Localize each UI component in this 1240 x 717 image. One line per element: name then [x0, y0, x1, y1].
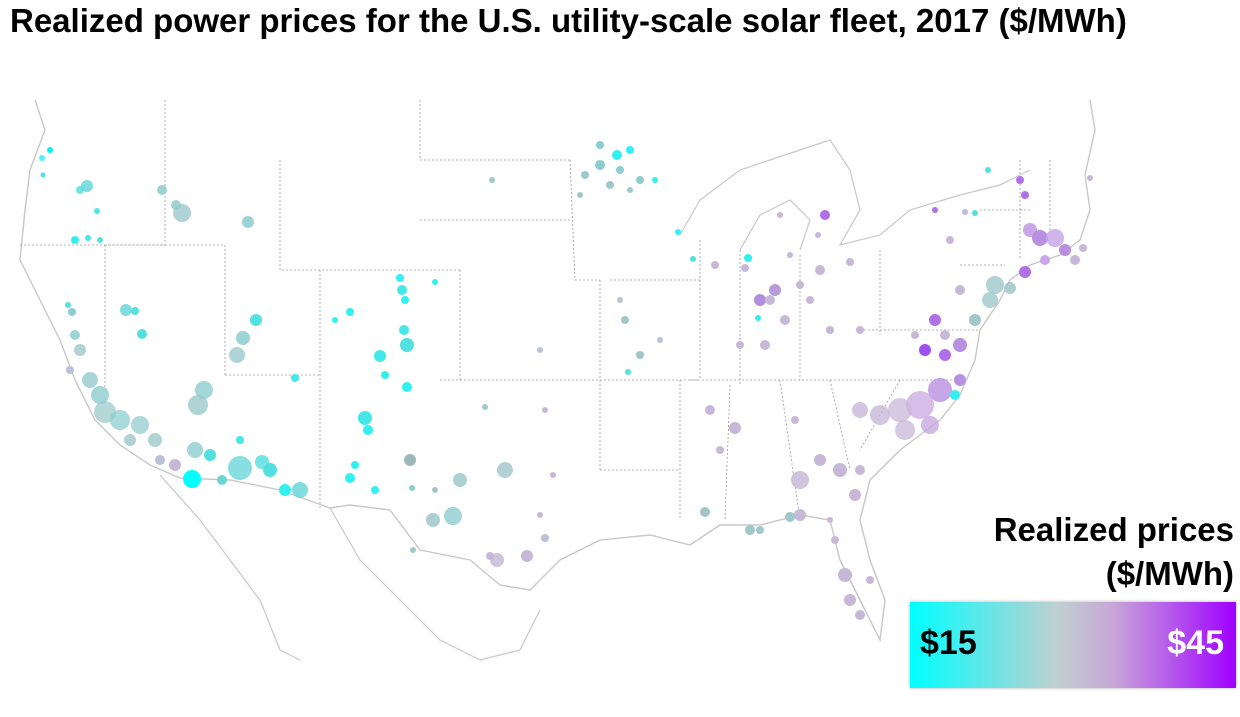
- plant-markers: [39, 141, 1093, 620]
- legend-max-label: $45: [1167, 624, 1224, 662]
- legend-min-label: $15: [920, 624, 977, 662]
- legend-title-line2: ($/MWh): [1105, 555, 1234, 592]
- state-boundaries: [20, 100, 1051, 521]
- us-outline: [19, 99, 1096, 643]
- legend-title: Realized prices ($/MWh): [994, 508, 1234, 596]
- map-title: Realized power prices for the U.S. utili…: [10, 2, 1127, 39]
- color-scale-bar: $15 $45: [910, 602, 1236, 688]
- great-lakes-outline: [679, 139, 1031, 251]
- legend-title-line1: Realized prices: [993, 511, 1234, 548]
- mexico-border: [159, 474, 541, 661]
